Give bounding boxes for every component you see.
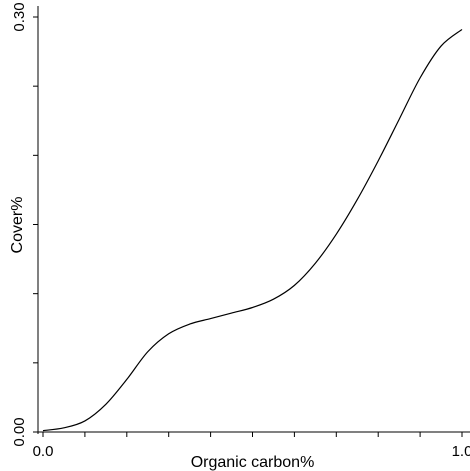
x-axis-label: Organic carbon%: [191, 454, 315, 471]
y-tick-label: 0.30: [11, 2, 28, 31]
axes: [37, 6, 470, 434]
tick-labels: 0.0 1.0 0.00 0.30: [11, 2, 470, 460]
x-tick-label: 0.0: [33, 443, 54, 460]
y-tick-label: 0.00: [11, 417, 28, 446]
y-axis-label: Cover%: [9, 197, 26, 254]
series-line: [42, 28, 463, 432]
x-tick-label: 1.0: [452, 443, 470, 460]
ticks: [33, 16, 463, 437]
